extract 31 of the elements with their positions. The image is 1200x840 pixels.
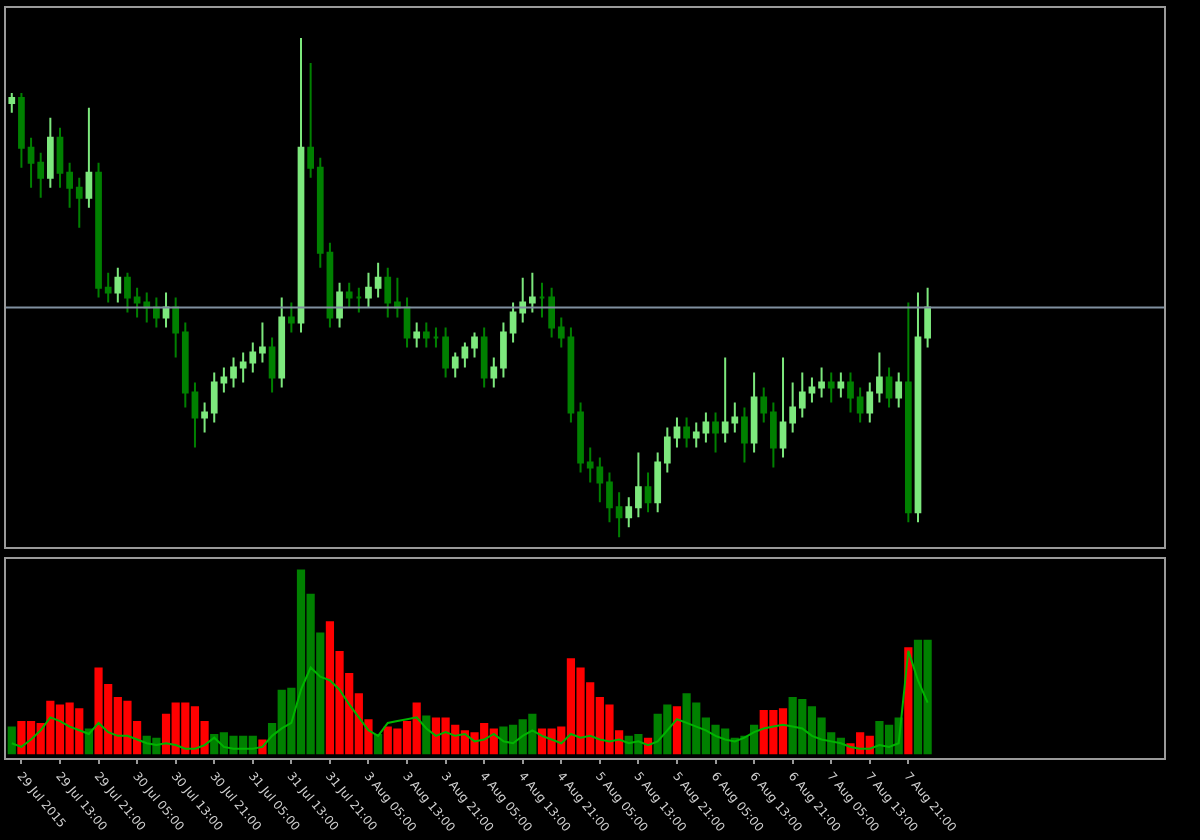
candlestick [432,326,440,349]
candlestick [712,411,719,454]
candlestick [403,296,411,349]
candlestick [750,371,758,454]
candlestick [162,291,170,329]
candlestick [683,416,690,449]
bar [672,706,682,755]
candlestick [422,321,430,349]
candlestick [345,281,353,309]
candlestick [288,301,295,334]
candlestick [268,336,276,394]
candlestick [442,326,449,379]
candlestick [46,116,54,189]
candlestick [895,371,903,409]
candlestick [8,91,16,114]
candlestick [278,296,286,389]
candlestick [885,366,893,409]
candlestick [741,406,748,464]
candlestick [85,106,93,209]
bar [7,726,16,755]
candlestick [114,266,122,304]
candlestick [644,471,652,514]
candlestick [336,281,343,329]
candlestick [837,371,845,399]
candlestick [904,301,912,524]
candlestick [297,36,305,334]
candlestick [153,296,160,329]
candlestick [827,371,835,404]
candlestick [413,321,421,349]
candlestick [538,281,546,319]
candlestick [480,326,488,389]
